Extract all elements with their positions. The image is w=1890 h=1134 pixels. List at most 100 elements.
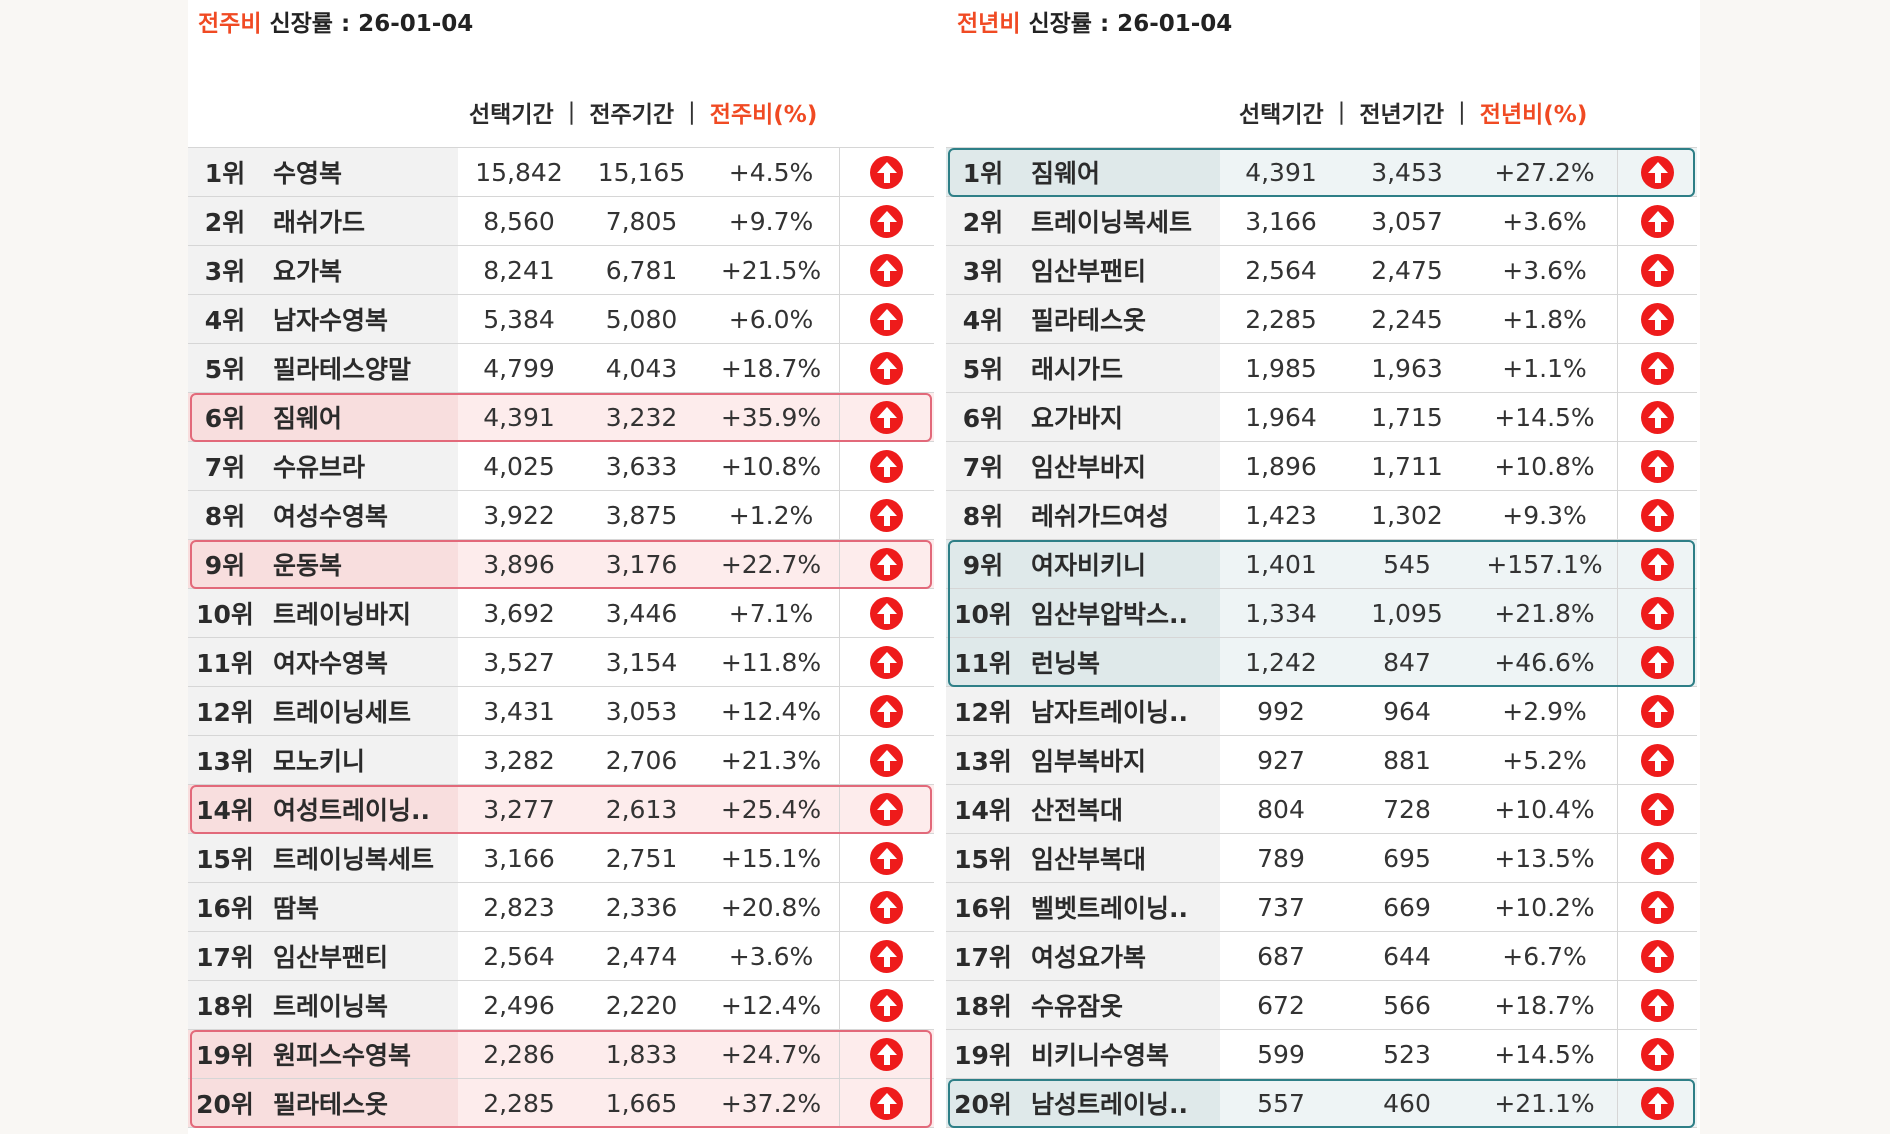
rank-cell: 17위 — [188, 932, 262, 980]
ratio-value: +12.4% — [720, 696, 822, 726]
compare-period-value: 728 — [1383, 794, 1431, 824]
table-row: 12위 트레이닝세트 3,431 3,053 +12.4% — [188, 687, 934, 736]
keyword-cell: 수유브라 — [262, 442, 458, 490]
keyword-cell: 런닝복 — [1020, 638, 1220, 686]
icon-cell — [1617, 540, 1697, 588]
selected-period-value: 3,282 — [483, 745, 555, 775]
ratio-value: +6.7% — [1502, 941, 1587, 971]
ratio-value: +6.0% — [728, 304, 814, 334]
icon-cell — [1617, 393, 1697, 441]
icon-cell — [839, 981, 933, 1029]
icon-cell — [1617, 491, 1697, 539]
keyword-cell: 여성트레이닝.. — [262, 785, 458, 833]
selected-period-value: 789 — [1257, 843, 1305, 873]
table-row: 19위 원피스수영복 2,286 1,833 +24.7% — [188, 1030, 934, 1079]
table-row: 1위 짐웨어 4,391 3,453 +27.2% — [946, 148, 1697, 197]
selected-period-value: 15,842 — [475, 157, 563, 187]
rank-cell: 13위 — [188, 736, 262, 784]
title-accent: 전주비 — [198, 11, 262, 37]
ratio-value: +10.8% — [720, 451, 822, 481]
selected-period-value: 4,025 — [483, 451, 555, 481]
compare-period-value: 2,475 — [1371, 255, 1443, 285]
header-separator: | — [1458, 99, 1466, 125]
selected-period-value: 3,166 — [1245, 206, 1317, 236]
ratio-value: +35.9% — [720, 402, 822, 432]
ratio-value: +25.4% — [720, 794, 822, 824]
ratio-value: +21.3% — [720, 745, 822, 775]
icon-cell — [1617, 1030, 1697, 1078]
selected-period-value: 8,560 — [483, 206, 555, 236]
rank-cell: 8위 — [946, 491, 1020, 539]
ratio-value: +22.7% — [720, 549, 822, 579]
selected-period-value: 3,692 — [483, 598, 555, 628]
compare-period-value: 1,833 — [605, 1039, 678, 1069]
table-row: 20위 필라테스옷 2,285 1,665 +37.2% — [188, 1079, 934, 1128]
keyword-cell: 임산부팬티 — [262, 932, 458, 980]
selected-period-value: 1,242 — [1245, 647, 1317, 677]
compare-period-value: 1,665 — [605, 1088, 678, 1118]
selected-period-value: 2,285 — [483, 1088, 555, 1118]
selected-period-value: 4,391 — [1245, 157, 1317, 187]
table-row: 17위 임산부팬티 2,564 2,474 +3.6% — [188, 932, 934, 981]
selected-period-value: 1,401 — [1245, 549, 1317, 579]
compare-period-value: 964 — [1383, 696, 1431, 726]
compare-period-value: 3,176 — [605, 549, 678, 579]
selected-period-value: 557 — [1257, 1088, 1305, 1118]
selected-period-value: 2,285 — [1245, 304, 1317, 334]
rank-cell: 10위 — [946, 589, 1020, 637]
compare-period-value: 881 — [1383, 745, 1431, 775]
compare-period-value: 3,057 — [1371, 206, 1443, 236]
rank-cell: 11위 — [188, 638, 262, 686]
keyword-cell: 임산부팬티 — [1020, 246, 1220, 294]
keyword-cell: 임부복바지 — [1020, 736, 1220, 784]
keyword-cell: 수유잠옷 — [1020, 981, 1220, 1029]
selected-period-value: 2,823 — [483, 892, 555, 922]
selected-period-value: 2,564 — [1245, 255, 1317, 285]
rank-cell: 9위 — [188, 540, 262, 588]
up-arrow-circle-icon — [870, 645, 903, 679]
ratio-value: +14.5% — [1494, 402, 1595, 432]
up-arrow-circle-icon — [870, 351, 903, 385]
selected-period-value: 3,922 — [483, 500, 555, 530]
ratio-value: +11.8% — [720, 647, 822, 677]
selected-period-value: 2,496 — [483, 990, 555, 1020]
ratio-value: +18.7% — [1494, 990, 1595, 1020]
ratio-value: +3.6% — [1502, 255, 1587, 285]
table-row: 14위 여성트레이닝.. 3,277 2,613 +25.4% — [188, 785, 934, 834]
keyword-cell: 요가바지 — [1020, 393, 1220, 441]
keyword-cell: 트레이닝복 — [262, 981, 458, 1029]
icon-cell — [839, 148, 933, 196]
keyword-cell: 임산부바지 — [1020, 442, 1220, 490]
selected-period-value: 3,896 — [483, 549, 555, 579]
up-arrow-circle-icon — [870, 988, 903, 1022]
header-selected-period: 선택기간 — [469, 102, 554, 128]
ratio-value: +9.7% — [728, 206, 814, 236]
keyword-cell: 여성수영복 — [262, 491, 458, 539]
compare-period-value: 6,781 — [605, 255, 678, 285]
table-row: 7위 수유브라 4,025 3,633 +10.8% — [188, 442, 934, 491]
compare-period-value: 1,095 — [1371, 598, 1443, 628]
column-headers: 선택기간 | 전년기간 | 전년비(%) — [1239, 92, 1587, 132]
ratio-value: +27.2% — [1494, 157, 1595, 187]
header-selected-period: 선택기간 — [1239, 102, 1324, 128]
table-row: 4위 필라테스옷 2,285 2,245 +1.8% — [946, 295, 1697, 344]
rank-cell: 5위 — [946, 344, 1020, 392]
up-arrow-circle-icon — [870, 792, 903, 826]
up-arrow-circle-icon — [870, 155, 903, 189]
header-separator: | — [567, 99, 576, 125]
compare-period-value: 1,302 — [1371, 500, 1443, 530]
compare-period-value: 669 — [1383, 892, 1431, 922]
selected-period-value: 3,277 — [483, 794, 555, 824]
compare-period-value: 545 — [1383, 549, 1431, 579]
up-arrow-circle-icon — [870, 890, 903, 924]
keyword-cell: 산전복대 — [1020, 785, 1220, 833]
rank-cell: 8위 — [188, 491, 262, 539]
icon-cell — [839, 246, 933, 294]
icon-cell — [839, 883, 933, 931]
up-arrow-circle-icon — [1641, 449, 1674, 483]
rank-cell: 18위 — [946, 981, 1020, 1029]
rank-cell: 20위 — [188, 1079, 262, 1127]
selected-period-value: 927 — [1257, 745, 1305, 775]
rank-cell: 1위 — [188, 148, 262, 196]
icon-cell — [839, 442, 933, 490]
